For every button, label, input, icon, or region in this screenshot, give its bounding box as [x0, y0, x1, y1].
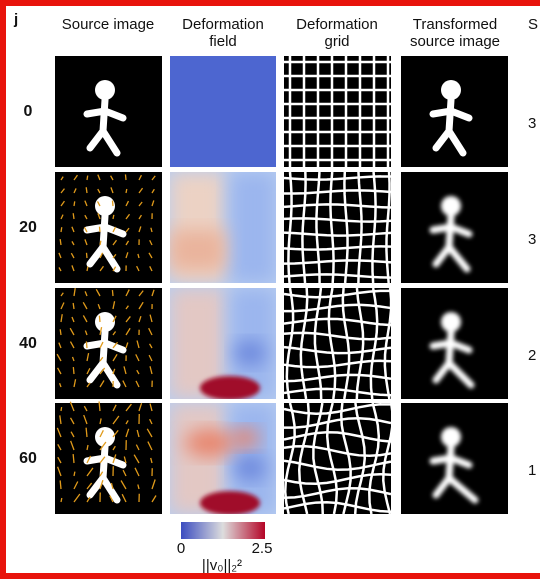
column-header: Deformation: [182, 16, 264, 33]
arrow: [73, 303, 74, 309]
arrow: [113, 215, 114, 219]
row-label: 40: [19, 335, 37, 352]
figure: j 0 2.5 ||v₀||₂² Source image Deformation…: [0, 0, 540, 579]
blob: [200, 376, 260, 400]
arrow: [86, 341, 87, 348]
arrow: [99, 401, 100, 411]
blob: [185, 429, 235, 457]
arrow: [61, 498, 62, 502]
row-label: 60: [19, 450, 37, 467]
arrow: [73, 213, 74, 219]
arrow: [74, 472, 75, 476]
arrow: [99, 316, 100, 322]
column-header: source image: [410, 33, 500, 50]
field-blobs: [170, 172, 276, 283]
colorbar: [181, 522, 265, 539]
arrow: [60, 239, 61, 245]
column-header: Deformation: [296, 16, 378, 33]
arrow: [112, 201, 113, 206]
arrow: [60, 329, 61, 335]
blob: [234, 341, 266, 365]
arrow: [99, 227, 100, 232]
column-header: field: [209, 33, 237, 50]
field-bg: [170, 56, 276, 167]
panel-label: j: [13, 11, 18, 28]
arrow: [61, 227, 62, 232]
field-blobs: [170, 403, 276, 515]
arrow: [112, 290, 113, 296]
arrow: [73, 367, 74, 374]
colorbar-min: 0: [177, 540, 185, 557]
blob: [230, 172, 276, 283]
row-value: 3: [528, 231, 536, 248]
column-header: grid: [324, 33, 349, 50]
arrow: [87, 176, 88, 180]
row-value: 1: [528, 462, 536, 479]
arrow: [125, 174, 126, 180]
row-label: 20: [19, 219, 37, 236]
arrow: [86, 428, 87, 437]
arrow: [126, 189, 127, 193]
arrow: [73, 454, 74, 463]
colorbar-max: 2.5: [252, 540, 273, 557]
column-header: S: [528, 16, 538, 33]
blob: [234, 456, 266, 480]
column-header: Transformed: [413, 16, 497, 33]
arrow: [60, 480, 61, 489]
arrow: [100, 241, 101, 245]
row-label: 0: [24, 103, 33, 120]
blob: [200, 491, 260, 515]
blob: [231, 428, 259, 448]
row-value: 2: [528, 347, 536, 364]
arrow: [87, 267, 88, 271]
arrow: [86, 187, 87, 193]
column-header: Source image: [62, 16, 155, 33]
blob: [170, 230, 225, 270]
colorbar-label: ||v₀||₂²: [202, 557, 242, 574]
arrow: [61, 407, 62, 411]
arrow: [74, 201, 75, 206]
row-value: 3: [528, 115, 536, 132]
field-blobs: [170, 288, 276, 400]
